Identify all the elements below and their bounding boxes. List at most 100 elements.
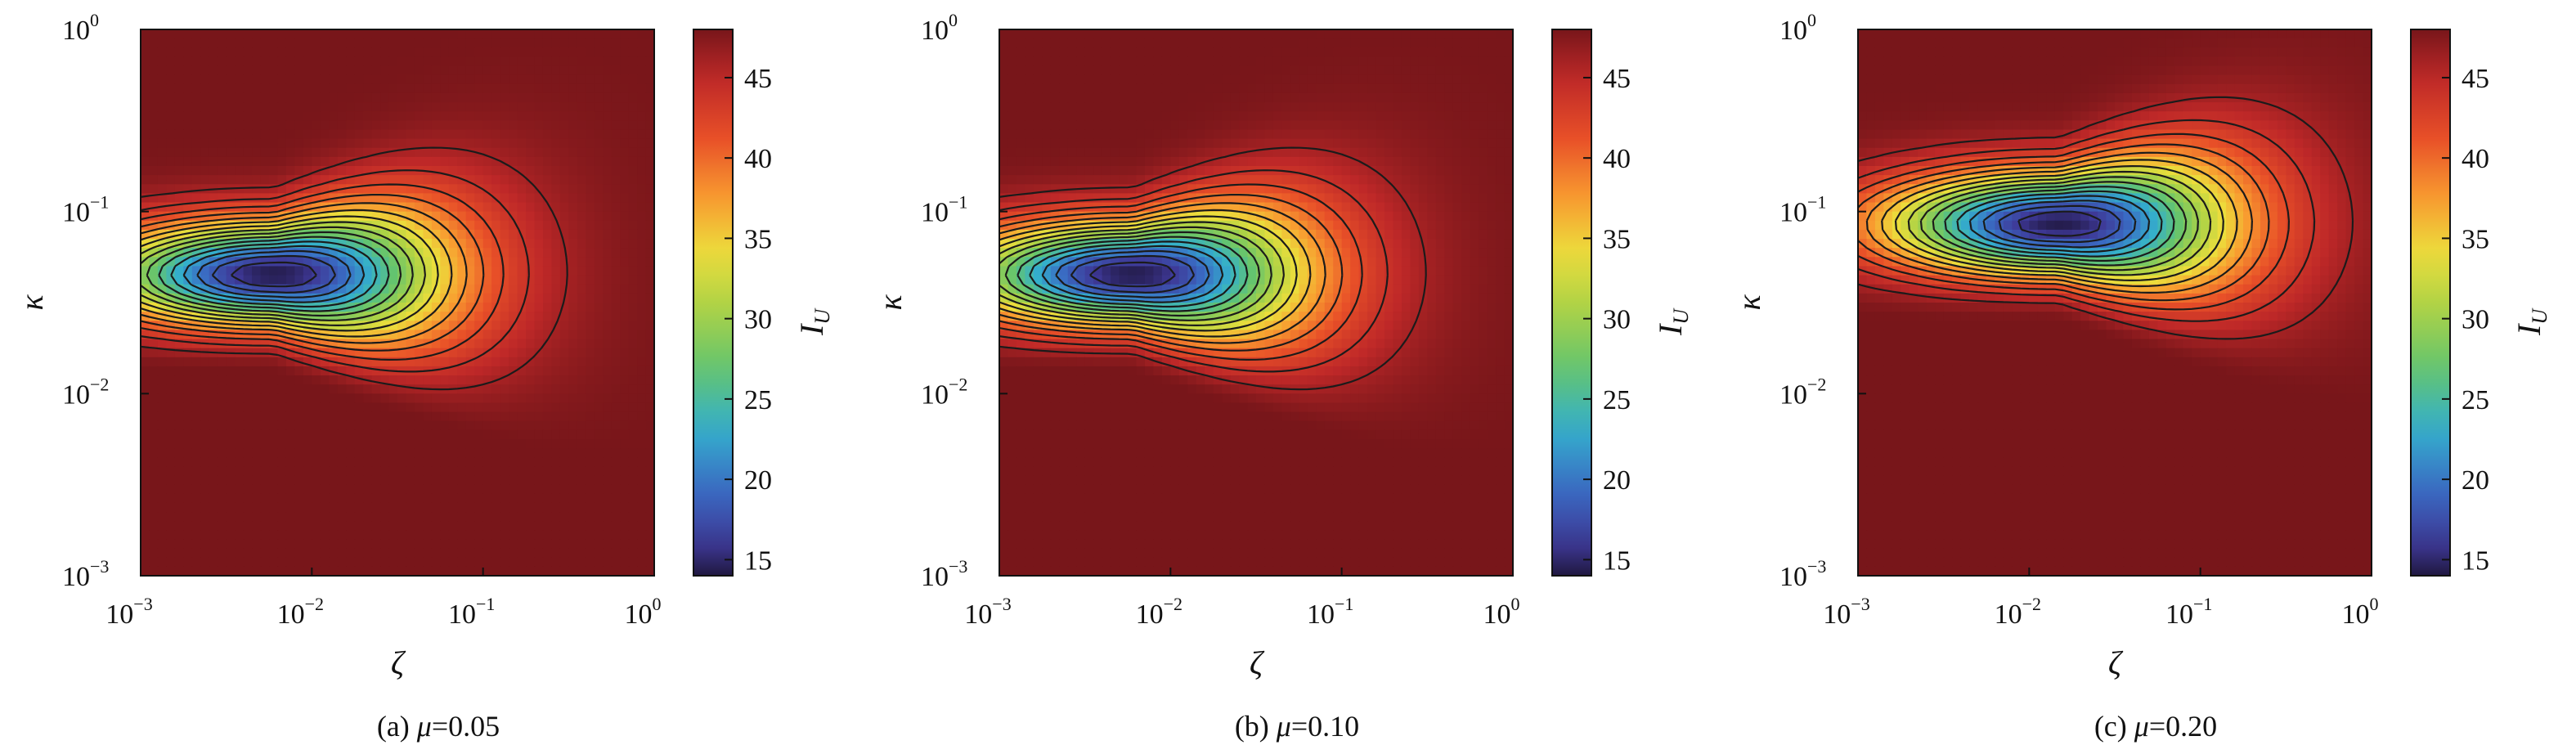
contour-level-40 [140,194,485,352]
heatmap-cell [448,393,458,404]
heatmap-cell [260,266,270,276]
heatmap-cell [465,266,475,276]
heatmap-cell [645,248,655,258]
heatmap-cell [509,220,518,231]
heatmap-cell [1111,147,1120,158]
heatmap-cell [611,375,621,385]
heatmap-cell [559,266,569,276]
heatmap-cell [346,566,356,577]
heatmap-cell [312,293,321,303]
heatmap-cell [277,92,287,103]
heatmap-cell [1161,202,1171,213]
heatmap-cell [363,411,373,422]
heatmap-cell [465,92,475,103]
heatmap-cell [226,38,236,48]
heatmap-cell [568,402,578,413]
heatmap-cell [1187,184,1197,194]
heatmap-cell [260,38,270,48]
heatmap-cell [285,393,295,404]
heatmap-cell [285,102,295,112]
heatmap-cell [1487,74,1497,85]
heatmap-cell [465,321,475,330]
heatmap-cell [440,312,450,321]
heatmap-cell [568,175,578,185]
heatmap-cell [551,466,561,477]
heatmap-cell [440,284,450,294]
heatmap-cell [166,557,176,568]
heatmap-cell [474,156,484,167]
heatmap-cell [517,92,527,103]
heatmap-cell [534,375,544,385]
heatmap-cell [252,29,262,39]
heatmap-cell [380,420,390,431]
heatmap-cell [1187,65,1197,76]
heatmap-cell [320,38,330,48]
heatmap-cell [465,439,475,449]
heatmap-cell [1427,111,1437,121]
heatmap-cell [371,321,381,330]
heatmap-cell [1272,56,1282,67]
heatmap-cell [166,147,176,158]
heatmap-cell [397,420,407,431]
heatmap-cell [594,193,604,204]
heatmap-cell [1119,138,1129,149]
heatmap-cell [346,257,356,267]
heatmap-cell [252,566,262,577]
heatmap-cell [371,429,381,440]
heatmap-cell [474,330,484,340]
heatmap-cell [1178,120,1188,131]
heatmap-cell [457,120,467,131]
heatmap-cell [260,411,270,422]
heatmap-cell [559,475,569,486]
heatmap-cell [500,29,509,39]
heatmap-cell [628,29,638,39]
heatmap-cell [397,175,407,185]
heatmap-cell [1067,38,1077,48]
heatmap-cell [1333,102,1343,112]
heatmap-cell [1393,65,1402,76]
heatmap-cell [1247,175,1257,185]
heatmap-cell [1008,129,1017,140]
heatmap-cell [1427,193,1437,204]
heatmap-cell [620,339,630,349]
heatmap-cell [183,521,193,531]
heatmap-cell [620,229,630,240]
heatmap-cell [559,312,569,321]
heatmap-cell [1144,220,1154,231]
heatmap-cell [526,248,536,258]
heatmap-cell [1230,120,1240,131]
heatmap-cell [329,420,339,431]
heatmap-cell [1316,202,1326,213]
heatmap-cell [457,512,467,522]
heatmap-cell [526,448,536,458]
heatmap-cell [226,339,236,349]
heatmap-cell [191,384,201,394]
heatmap-cell [320,120,330,131]
heatmap-cell [1213,83,1223,94]
heatmap-cell [637,38,647,48]
heatmap-cell [628,102,638,112]
heatmap-cell [1213,47,1223,57]
heatmap-cell [1025,138,1034,149]
heatmap-cell [166,38,176,48]
heatmap-cell [371,366,381,376]
heatmap-cell [526,321,536,330]
heatmap-cell [380,384,390,394]
heatmap-cell [594,266,604,276]
heatmap-cell [474,548,484,559]
heatmap-cell [149,375,159,385]
heatmap-cell [294,411,304,422]
heatmap-cell [388,303,398,312]
heatmap-cell [243,38,253,48]
heatmap-cell [406,120,415,131]
heatmap-cell [628,402,638,413]
heatmap-cell [1153,92,1163,103]
heatmap-cell [534,166,544,176]
heatmap-cell [1008,29,1017,39]
heatmap-cell [637,439,647,449]
heatmap-cell [491,239,501,249]
heatmap-cell [637,466,647,477]
heatmap-cell [628,111,638,121]
heatmap-cell [603,83,613,94]
heatmap-cell [166,92,176,103]
